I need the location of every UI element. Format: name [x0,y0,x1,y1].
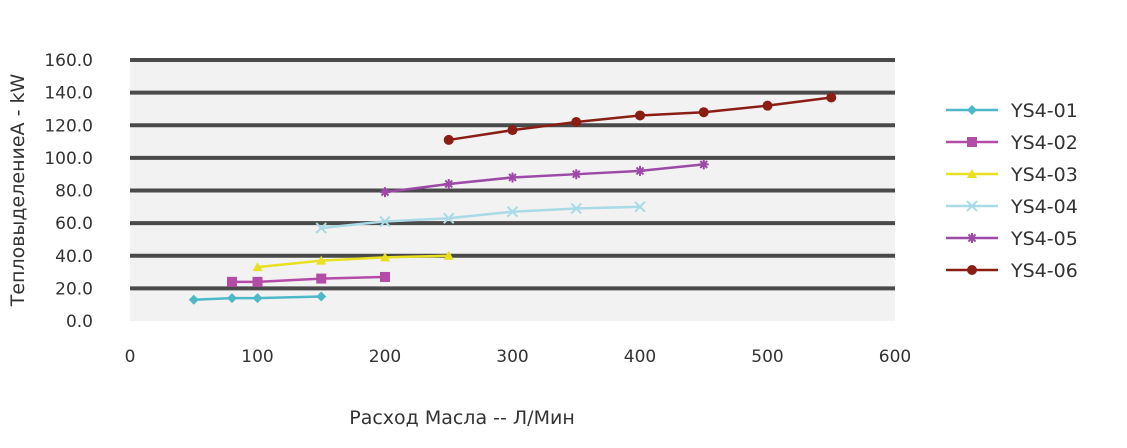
legend-item: YS4-01 [946,100,1078,122]
legend-marker [967,265,977,275]
data-point [443,212,455,224]
y-tick-label: 60.0 [55,214,93,234]
x-tick-label: 500 [751,347,783,367]
data-point [227,276,237,287]
series-line [257,254,449,269]
data-point [380,187,390,198]
legend-label: YS4-02 [1010,132,1078,154]
y-tick-label: 40.0 [55,247,93,267]
x-tick-label: 400 [624,347,656,367]
data-point [571,169,582,180]
y-tick-label: 0.0 [66,312,93,332]
y-tick-label: 80.0 [55,182,93,202]
x-tick-label: 300 [496,347,528,367]
series-line [384,163,704,194]
legend-marker [967,105,977,115]
data-point [227,293,237,304]
data-point [698,107,709,118]
legend-label: YS4-03 [1010,164,1078,186]
x-axis: 0 100 200 300 400 500 600 [125,347,912,367]
series-ys4-04 [315,201,646,234]
data-point [316,255,327,265]
legend-item: YS4-04 [946,196,1078,218]
series-layer [188,92,837,305]
legend-marker [967,233,977,243]
y-axis: 0.0 20.0 40.0 60.0 80.0 100.0 120.0 140.0 160.0 [44,51,93,332]
x-tick-label: 200 [369,347,401,367]
legend-item: YS4-06 [946,260,1078,282]
legend-marker [966,200,978,212]
data-point [507,172,518,183]
data-point [252,262,263,272]
data-point [316,291,327,302]
y-tick-label: 100.0 [44,149,93,169]
data-point [571,116,582,127]
x-axis-title: Расход Масла -- Л/Мин [349,407,575,429]
data-point [443,250,454,260]
data-point [316,273,327,284]
data-point [188,294,199,305]
x-tick-label: 0 [125,347,136,367]
data-point [635,165,645,176]
series-ys4-01 [188,291,327,305]
data-point [443,134,454,145]
data-point [252,293,263,304]
legend-item: YS4-05 [946,228,1078,250]
legend: YS4-01 YS4-02 YS4-03 YS4-04 YS4-05 YS4-06 [946,100,1078,282]
data-point [762,100,773,111]
series-ys4-03 [252,250,454,272]
series-line [193,295,322,302]
data-point [634,201,646,213]
y-tick-label: 20.0 [55,279,93,299]
data-point [443,178,454,189]
data-point [252,276,263,287]
data-point [315,222,327,234]
series-line [232,275,386,284]
legend-label: YS4-01 [1010,100,1078,122]
data-point [379,215,391,228]
series-ys4-02 [227,271,390,287]
data-point [507,125,518,136]
legend-item: YS4-03 [946,164,1078,186]
legend-label: YS4-04 [1010,196,1078,218]
y-tick-label: 120.0 [44,116,93,136]
data-point [826,92,837,103]
data-point [570,202,582,215]
legend-label: YS4-05 [1010,228,1078,250]
legend-label: YS4-06 [1010,260,1078,282]
x-tick-label: 100 [241,347,273,367]
data-point [698,159,709,170]
series-ys4-05 [380,159,709,198]
series-ys4-06 [443,92,837,145]
legend-marker [967,137,977,147]
y-tick-label: 160.0 [44,51,93,71]
legend-item: YS4-02 [946,132,1078,154]
x-tick-label: 600 [879,347,911,367]
y-axis-title: ТепловыделениеA - kW [7,74,29,308]
data-point [635,110,645,121]
series-line [321,205,641,230]
data-point [380,252,390,262]
y-tick-label: 140.0 [44,84,93,104]
legend-marker [967,169,977,178]
data-point [506,205,519,218]
data-point [380,271,390,282]
